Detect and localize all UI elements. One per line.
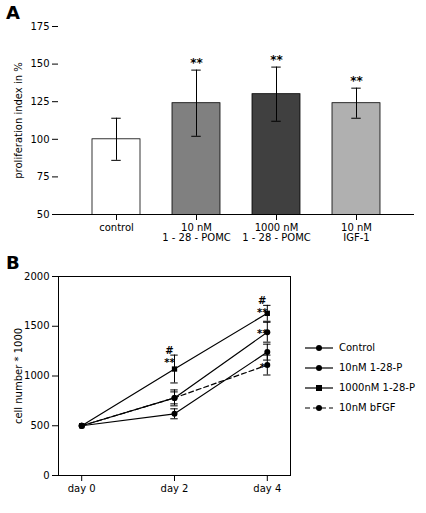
- svg-text:10 nMIGF-1: 10 nMIGF-1: [341, 222, 372, 243]
- svg-text:125: 125: [30, 96, 49, 107]
- html-text:1000nM 1-28-P: 1000nM 1-28-P: [339, 382, 415, 393]
- svg-text:day 2: day 2: [161, 483, 189, 494]
- html-text:A: A: [6, 2, 20, 23]
- svg-text:500: 500: [30, 420, 49, 431]
- svg-text:2000: 2000: [24, 271, 49, 282]
- svg-text:**: **: [257, 307, 268, 318]
- svg-text:0: 0: [43, 470, 49, 481]
- svg-text:**: **: [164, 357, 175, 368]
- html-text:10nM bFGF: 10nM bFGF: [339, 402, 396, 413]
- svg-text:75: 75: [37, 171, 50, 182]
- svg-text:#: #: [165, 345, 173, 356]
- svg-text:1000: 1000: [24, 370, 49, 381]
- svg-text:1500: 1500: [24, 320, 49, 331]
- svg-text:day 4: day 4: [253, 483, 281, 494]
- svg-text:175: 175: [30, 21, 49, 32]
- svg-text:**: **: [190, 56, 203, 70]
- svg-text:50: 50: [37, 209, 50, 220]
- svg-text:**: **: [270, 53, 283, 67]
- svg-text:*: *: [260, 362, 266, 373]
- svg-text:150: 150: [30, 58, 49, 69]
- svg-text:control: control: [99, 222, 134, 233]
- html-text:B: B: [6, 252, 20, 273]
- svg-text:cell number * 1000: cell number * 1000: [13, 328, 24, 424]
- svg-text:**: **: [257, 328, 268, 339]
- html-text:10nM 1-28-P: 10nM 1-28-P: [339, 362, 403, 373]
- svg-text:100: 100: [30, 134, 49, 145]
- html-text:Control: Control: [339, 342, 376, 353]
- svg-text:10 nM1 - 28 - POMC: 10 nM1 - 28 - POMC: [162, 222, 231, 243]
- svg-text:1000 nM1 - 28 - POMC: 1000 nM1 - 28 - POMC: [242, 222, 311, 243]
- svg-text:day 0: day 0: [68, 483, 96, 494]
- svg-text:#: #: [258, 295, 266, 306]
- svg-text:proliferation index in %: proliferation index in %: [13, 62, 24, 179]
- svg-text:**: **: [350, 74, 363, 88]
